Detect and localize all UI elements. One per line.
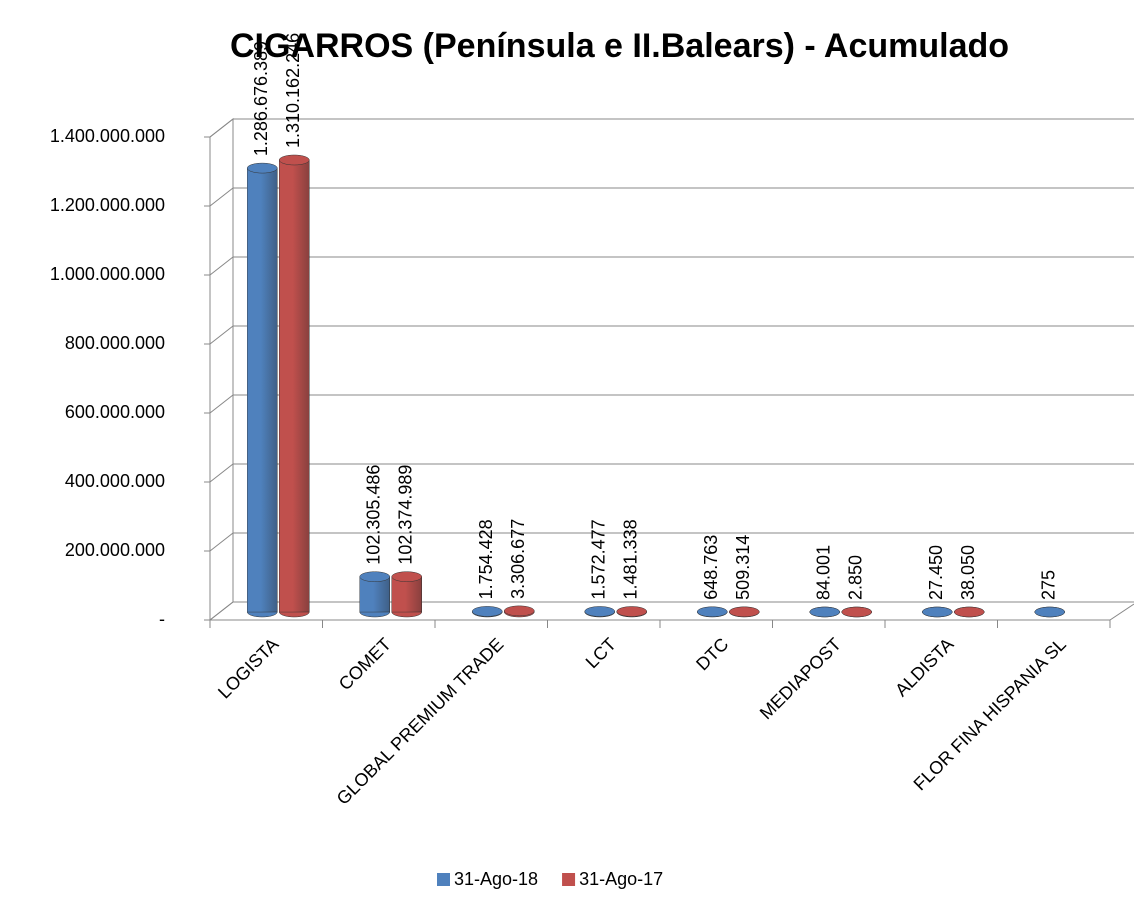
bar [504,605,535,618]
y-tick-label: - [159,609,165,629]
y-tick-label: 1.200.000.000 [50,195,165,215]
legend-label: 31-Ago-18 [454,869,538,889]
bar-top [472,606,503,617]
grid-line [209,463,1134,483]
bar-top [1034,606,1065,618]
bar [359,571,390,618]
y-tick-label: 200.000.000 [65,540,165,560]
data-label: 102.305.486 [364,465,384,565]
bar-top [247,162,278,174]
bar [954,606,985,618]
data-label: 648.763 [701,535,721,600]
grid-line [209,325,1134,345]
bar-top [504,605,535,617]
data-label: 1.310.162.246 [283,33,303,148]
bar-top [616,606,647,617]
back-wall [209,117,234,622]
x-tick-label: ALDISTA [891,634,957,700]
bar-top [954,606,985,618]
grid-line [209,532,1134,552]
x-tick-label: COMET [335,634,395,694]
chart-title: CIGARROS (Península e II.Balears) - Acum… [230,27,1009,65]
grid-line [209,394,1134,414]
bar [809,606,840,618]
bar-top [729,606,760,618]
bar [391,571,422,618]
y-tick-label: 600.000.000 [65,402,165,422]
data-label: 509.314 [733,535,753,600]
grid-line [209,256,1134,276]
data-label: 3.306.677 [508,519,528,599]
bar [279,154,310,618]
bar-top [359,571,390,582]
bar [616,606,647,618]
legend-swatch [437,873,450,886]
y-tick-label: 1.400.000.000 [50,126,165,146]
bar-shade [279,159,310,612]
y-tick-label: 1.000.000.000 [50,264,165,284]
bar [1034,606,1065,618]
bar-top [922,606,953,618]
x-tick-label: LOGISTA [214,634,282,702]
grid-line [209,118,1134,138]
bar-top [279,154,310,166]
bar-top [584,606,615,617]
y-tick-label: 400.000.000 [65,471,165,491]
bar [922,606,953,618]
data-label: 1.754.428 [476,519,496,599]
floor [209,601,1134,621]
legend-swatch [562,873,576,886]
bar-shade [359,576,390,612]
bar [841,606,872,618]
bar-top [809,606,840,618]
data-label: 38.050 [958,545,978,600]
bar [472,606,503,618]
data-label: 1.481.338 [621,519,641,599]
bar [697,606,728,618]
data-label: 275 [1039,570,1059,600]
legend-label: 31-Ago-17 [579,869,663,889]
grid-line [209,187,1134,207]
bar-top [391,571,422,582]
y-tick-label: 800.000.000 [65,333,165,353]
data-label: 84.001 [814,545,834,600]
x-tick-label: DTC [692,634,732,674]
x-tick-label: MEDIAPOST [756,634,845,723]
data-label: 1.286.676.389 [251,41,271,156]
bar-shade [247,168,278,612]
bar [729,606,760,618]
bar-top [697,606,728,618]
data-label: 2.850 [846,555,866,600]
data-label: 1.572.477 [589,519,609,599]
bar [584,606,615,618]
bar [247,162,278,618]
bar-top [841,606,872,618]
x-tick-label: LCT [582,634,620,672]
bar-shade [391,576,422,612]
data-label: 102.374.989 [396,465,416,565]
data-label: 27.450 [926,545,946,600]
